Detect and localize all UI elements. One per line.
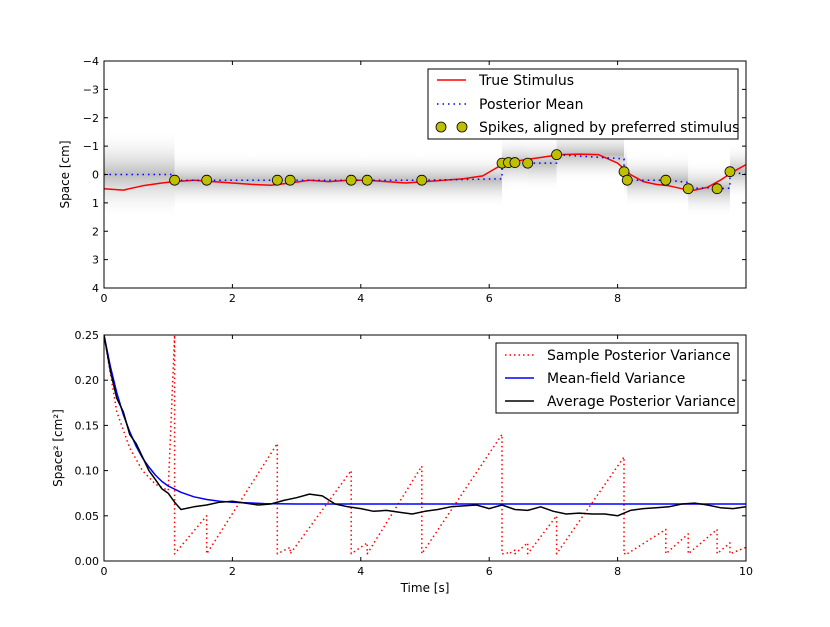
spike-marker [682,183,694,195]
legend-average-variance: Average Posterior Variance [547,394,736,410]
top-x-tick-label: 0 [101,292,108,305]
top-x-tick-label: 2 [229,292,236,305]
bottom-x-tick-label: 0 [101,565,108,578]
bottom-y-tick-label: 0.20 [75,374,100,387]
spike-marker [361,174,373,186]
spike-marker [509,157,521,168]
spike-marker [416,174,428,186]
bottom-x-axis-label: Time [s] [400,581,450,595]
spike-marker [345,174,357,186]
top-x-tick-label: 8 [614,292,621,305]
top-y-tick-label: 4 [92,282,99,295]
bottom-x-tick-label: 6 [486,565,493,578]
top-y-tick-label: 2 [92,225,99,238]
uncertainty-band [277,151,291,209]
top-series-lines [104,153,746,191]
spike-markers [169,149,736,195]
top-legend-box [427,68,739,140]
bottom-x-tick-label: 10 [739,565,753,578]
bottom-x-tick-label: 8 [614,565,621,578]
top-x-tick-label: 4 [357,292,364,305]
bottom-series-lines [104,335,746,555]
legend-posterior-mean: Posterior Mean [479,97,583,113]
spike-marker [522,157,534,169]
spike-marker [201,174,213,186]
bottom-y-axis-label: Space² [cm²] [51,409,65,487]
bottom-legend-box [495,342,739,414]
top-x-tick-label: 6 [486,292,493,305]
legend-sample-variance: Sample Posterior Variance [547,348,731,364]
bottom-y-tick-label: 0.15 [75,419,100,432]
bottom-y-tick-label: 0.05 [75,510,100,523]
bottom-y-tick-label: 0.00 [75,555,100,568]
top-panel: 0 2 4 6 8 −4 −3 −2 −1 0 1 2 3 4 Space [cm] True Stimu… [58,55,747,305]
legend-spike-marker [435,121,447,133]
bottom-x-tick-label: 4 [357,565,364,578]
series-posterior-mean-line [104,153,746,190]
bottom-panel: 0 2 4 6 8 10 0.00 0.05 0.10 0.15 0.20 0.25 Space² [… [51,329,753,595]
series-true-stimulus-line [104,153,746,191]
spike-marker [169,174,181,186]
uncertainty-band [104,129,175,220]
top-y-tick-label: 1 [92,197,99,210]
bottom-plot-frame [103,334,747,562]
spike-marker [660,174,672,186]
top-y-tick-label: −1 [83,140,99,153]
bottom-y-tick-label: 0.25 [75,329,100,342]
spike-marker [621,174,633,186]
top-y-tick-label: −3 [83,83,99,96]
legend-spikes: Spikes, aligned by preferred stimulus [479,120,739,136]
series-sample-posterior-variance-line [104,335,746,555]
series-average-posterior-variance-line [104,335,746,517]
bottom-y-tick-label: 0.10 [75,465,100,478]
bottom-legend: Sample Posterior Variance Mean-field Var… [495,342,739,414]
spike-marker [284,174,296,186]
uncertainty-band [665,151,689,209]
uncertainty-band [514,134,528,191]
uncertainty-band [729,143,746,201]
bottom-x-tick-label: 2 [229,565,236,578]
top-y-tick-label: 0 [92,169,99,182]
spike-marker [551,149,563,161]
legend-mean-field: Mean-field Variance [547,371,685,387]
top-y-tick-label: −2 [83,112,99,125]
top-y-tick-label: −4 [83,55,99,68]
top-y-axis-label: Space [cm] [58,140,72,208]
bottom-axis-ticks: 0 2 4 6 8 10 0.00 0.05 0.10 0.15 0.20 0.25 [75,329,754,578]
legend-spike-marker [456,121,468,133]
top-y-tick-label: 3 [92,254,99,267]
legend-true-stimulus: True Stimulus [478,73,574,89]
top-legend: True Stimulus Posterior Mean Spikes, ali… [427,68,739,140]
top-axis-ticks: 0 2 4 6 8 −4 −3 −2 −1 0 1 2 3 4 [83,55,746,305]
spike-marker [711,183,723,195]
spike-marker [271,174,283,186]
spike-marker [724,166,736,178]
